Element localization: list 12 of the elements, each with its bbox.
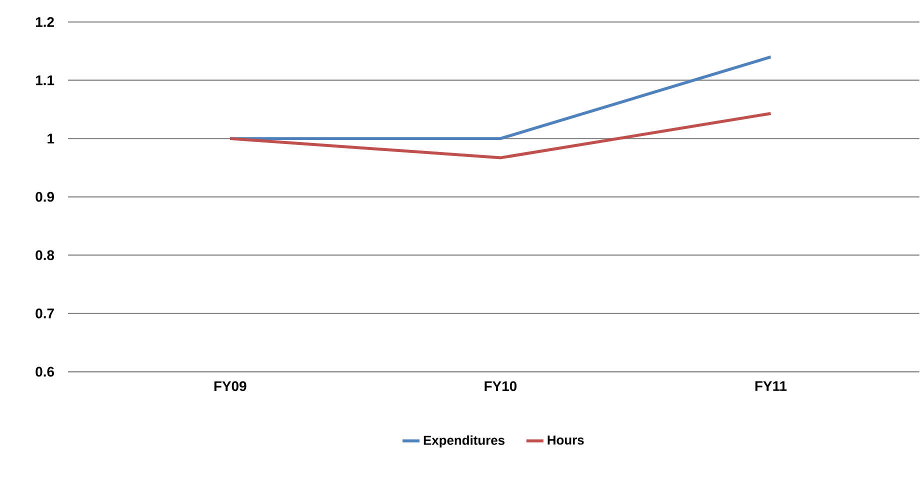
x-tick-label: FY10: [484, 381, 517, 392]
y-tick-label: 1.2: [36, 17, 54, 27]
legend-label: Expenditures: [424, 436, 504, 448]
y-tick-label: 0.6: [36, 366, 54, 377]
x-tick-label: FY11: [755, 381, 787, 391]
y-tick-label: 0.7: [36, 308, 54, 319]
y-tick-label: 1: [48, 134, 54, 144]
y-tick-label: 1.1: [36, 76, 54, 86]
y-tick-label: 0.9: [36, 192, 54, 202]
x-tick-label: FY09: [214, 381, 246, 392]
legend-label: Hours: [548, 436, 584, 445]
y-tick-label: 0.8: [36, 250, 54, 260]
